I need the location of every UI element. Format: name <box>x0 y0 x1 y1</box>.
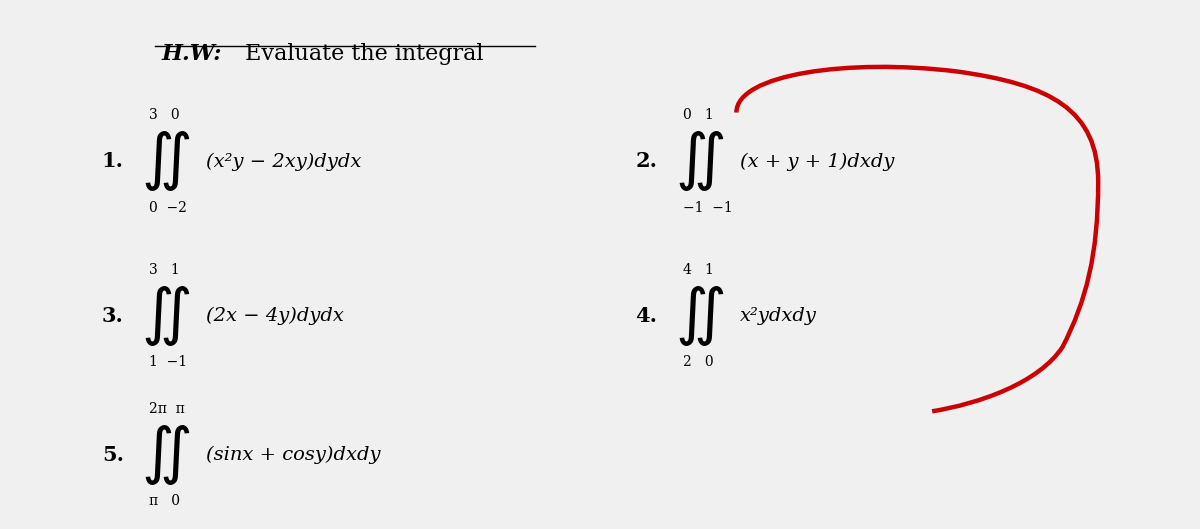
Text: (x²y − 2xy)dydx: (x²y − 2xy)dydx <box>206 152 361 171</box>
Text: 3.: 3. <box>102 306 124 326</box>
Text: (2x − 4y)dydx: (2x − 4y)dydx <box>206 307 344 325</box>
Text: 2π  π: 2π π <box>149 402 185 416</box>
Text: 3   0: 3 0 <box>149 108 180 122</box>
Text: Evaluate the integral: Evaluate the integral <box>239 43 484 65</box>
Text: −1  −1: −1 −1 <box>683 201 733 215</box>
Text: 0  −2: 0 −2 <box>149 201 187 215</box>
Text: 4   1: 4 1 <box>683 263 714 277</box>
Text: 1  −1: 1 −1 <box>149 355 187 369</box>
Text: $\int\!\!\int$: $\int\!\!\int$ <box>140 423 191 487</box>
Text: x²ydxdy: x²ydxdy <box>740 307 817 325</box>
Text: 2.: 2. <box>636 151 658 171</box>
Text: (sinx + cosy)dxdy: (sinx + cosy)dxdy <box>206 446 380 464</box>
Text: 4.: 4. <box>636 306 658 326</box>
Text: (x + y + 1)dxdy: (x + y + 1)dxdy <box>740 152 894 171</box>
Text: $\int\!\!\int$: $\int\!\!\int$ <box>140 284 191 348</box>
Text: 2   0: 2 0 <box>683 355 714 369</box>
Text: $\int\!\!\int$: $\int\!\!\int$ <box>140 130 191 194</box>
Text: 1.: 1. <box>102 151 124 171</box>
Text: H.W:: H.W: <box>161 43 222 65</box>
Text: 0   1: 0 1 <box>683 108 714 122</box>
Text: 5.: 5. <box>102 445 124 465</box>
Text: $\int\!\!\int$: $\int\!\!\int$ <box>674 284 725 348</box>
Text: 3   1: 3 1 <box>149 263 180 277</box>
Text: $\int\!\!\int$: $\int\!\!\int$ <box>674 130 725 194</box>
Text: π   0: π 0 <box>149 495 180 508</box>
